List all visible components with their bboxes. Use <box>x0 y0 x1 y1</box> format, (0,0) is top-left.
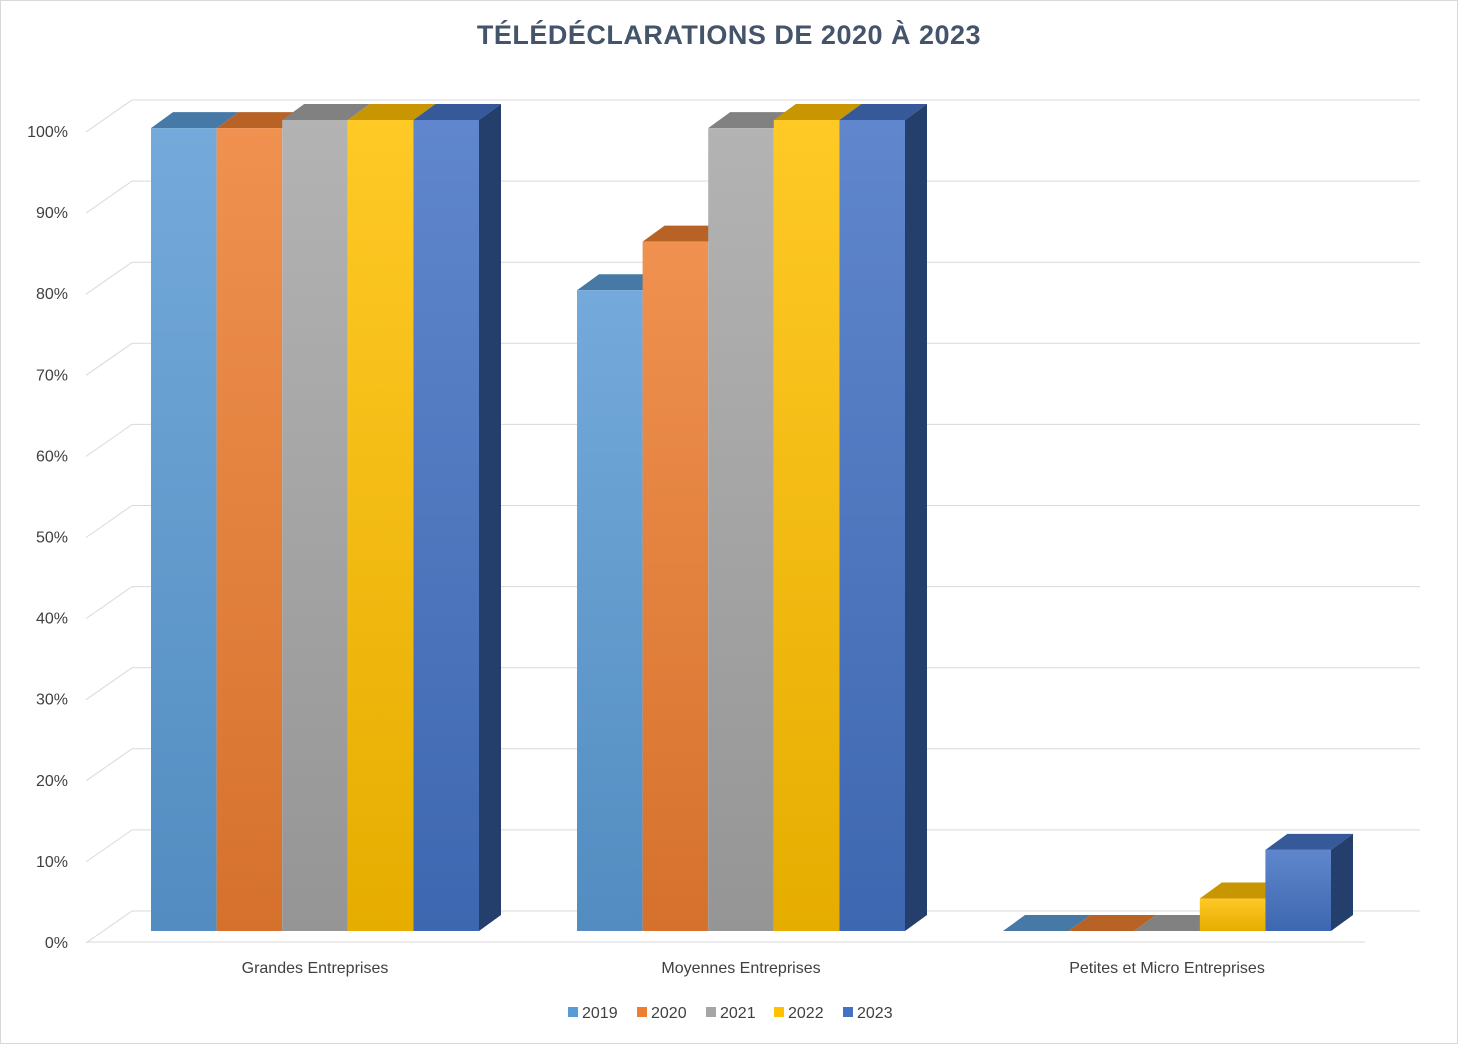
y-tick-label: 20% <box>36 773 68 790</box>
y-tick-label: 30% <box>36 692 68 709</box>
bar-front <box>708 128 774 932</box>
bar-front <box>282 120 348 931</box>
chart-title: TÉLÉDÉCLARATIONS DE 2020 À 2023 <box>476 20 982 50</box>
bar-2019-0 <box>151 112 239 932</box>
bar-top <box>839 104 927 120</box>
legend: 2019 2020 2021 2022 2023 <box>568 1005 893 1022</box>
bar-2021-0 <box>282 104 370 931</box>
legend-swatch <box>568 1007 578 1017</box>
bar-front <box>577 290 643 931</box>
bar-front <box>216 128 283 932</box>
gridline-diag <box>85 423 133 457</box>
bar-2020-2 <box>1068 915 1157 931</box>
bar-2022-1 <box>773 104 862 931</box>
legend-item-2021: 2021 <box>706 1005 756 1022</box>
y-tick-label: 80% <box>36 286 68 303</box>
bar-front <box>1199 898 1266 931</box>
category-labels: Grandes Entreprises Moyennes Entreprises P… <box>242 960 1265 977</box>
bar-2023-1 <box>839 104 927 931</box>
legend-label: 2023 <box>857 1005 893 1022</box>
gridline-diag <box>85 667 133 701</box>
bar-front <box>773 120 840 931</box>
bar-front <box>1265 849 1331 931</box>
legend-label: 2019 <box>582 1005 618 1022</box>
gridline-diag <box>85 829 133 863</box>
bar-top <box>347 104 436 120</box>
y-tick-label: 50% <box>36 530 68 547</box>
legend-item-2023: 2023 <box>843 1005 893 1022</box>
bar-top <box>773 104 862 120</box>
bar-2020-1 <box>642 225 731 931</box>
y-tick-label: 90% <box>36 205 68 222</box>
y-tick-label: 60% <box>36 448 68 465</box>
y-tick-label: 10% <box>36 854 68 871</box>
legend-item-2022: 2022 <box>774 1005 824 1022</box>
bar-2019-1 <box>577 274 665 931</box>
legend-label: 2022 <box>788 1005 824 1022</box>
legend-item-2020: 2020 <box>637 1005 687 1022</box>
bar-side <box>479 104 501 931</box>
y-tick-label: 40% <box>36 611 68 628</box>
bar-front <box>413 120 479 931</box>
gridline-diag <box>85 586 133 620</box>
bar-front <box>347 120 414 931</box>
bar-top <box>282 104 370 120</box>
bar-front <box>642 241 709 931</box>
legend-item-2019: 2019 <box>568 1005 618 1022</box>
bar-2021-1 <box>708 112 796 932</box>
gridline-diag <box>85 180 133 214</box>
bar-side <box>905 104 927 931</box>
bar-2023-2 <box>1265 833 1353 931</box>
bar-2020-0 <box>216 112 305 932</box>
bar-2023-0 <box>413 104 501 931</box>
gridline-diag <box>85 261 133 295</box>
gridline-diag <box>85 748 133 782</box>
gridline-diag <box>85 99 133 133</box>
bar-front <box>151 128 217 932</box>
bar-top <box>1265 833 1353 850</box>
bar-2019-2 <box>1003 915 1091 931</box>
category-label: Grandes Entreprises <box>242 960 389 977</box>
legend-swatch <box>637 1007 647 1017</box>
gridline-diag <box>85 505 133 538</box>
gridline-diag <box>85 342 133 376</box>
legend-label: 2021 <box>720 1005 756 1022</box>
bar-front <box>839 120 905 931</box>
bar-side <box>1331 833 1353 931</box>
bar-top <box>1003 915 1091 931</box>
y-tick-label: 70% <box>36 367 68 384</box>
bar-2022-0 <box>347 104 436 931</box>
category-label: Petites et Micro Entreprises <box>1069 960 1265 977</box>
legend-swatch <box>774 1007 784 1017</box>
category-label: Moyennes Entreprises <box>661 960 820 977</box>
gridline-diag <box>85 910 133 944</box>
legend-label: 2020 <box>651 1005 687 1022</box>
bar-top <box>1068 915 1157 931</box>
y-tick-label: 100% <box>27 124 68 141</box>
legend-swatch <box>706 1007 716 1017</box>
bar-top <box>413 104 501 120</box>
y-tick-label: 0% <box>45 935 68 952</box>
bar-top <box>151 112 239 129</box>
bars <box>151 104 1353 932</box>
legend-swatch <box>843 1007 853 1017</box>
y-axis-ticks: 0% 10% 20% 30% 40% 50% 60% 70% 80% 90% 100% <box>27 124 68 952</box>
